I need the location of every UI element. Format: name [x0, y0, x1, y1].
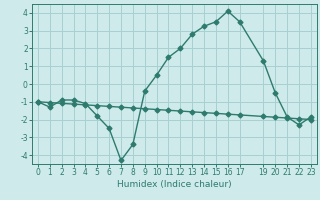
- X-axis label: Humidex (Indice chaleur): Humidex (Indice chaleur): [117, 180, 232, 189]
